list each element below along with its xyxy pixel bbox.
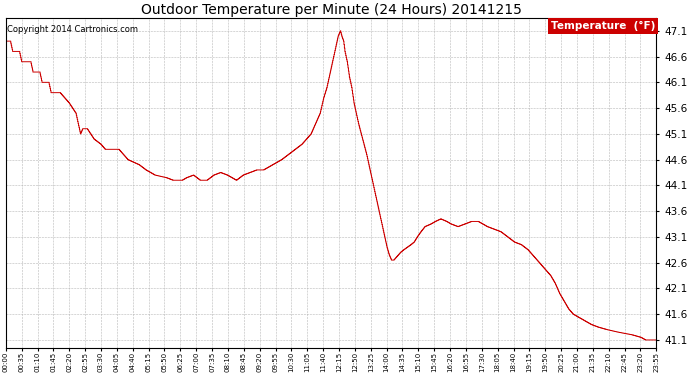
Text: Copyright 2014 Cartronics.com: Copyright 2014 Cartronics.com: [7, 24, 138, 33]
Title: Outdoor Temperature per Minute (24 Hours) 20141215: Outdoor Temperature per Minute (24 Hours…: [141, 3, 522, 17]
Text: Temperature  (°F): Temperature (°F): [551, 21, 655, 32]
